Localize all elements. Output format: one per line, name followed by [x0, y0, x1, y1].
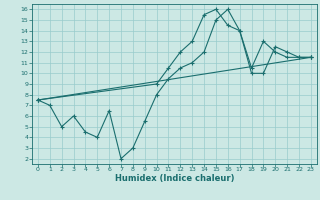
X-axis label: Humidex (Indice chaleur): Humidex (Indice chaleur)	[115, 174, 234, 183]
